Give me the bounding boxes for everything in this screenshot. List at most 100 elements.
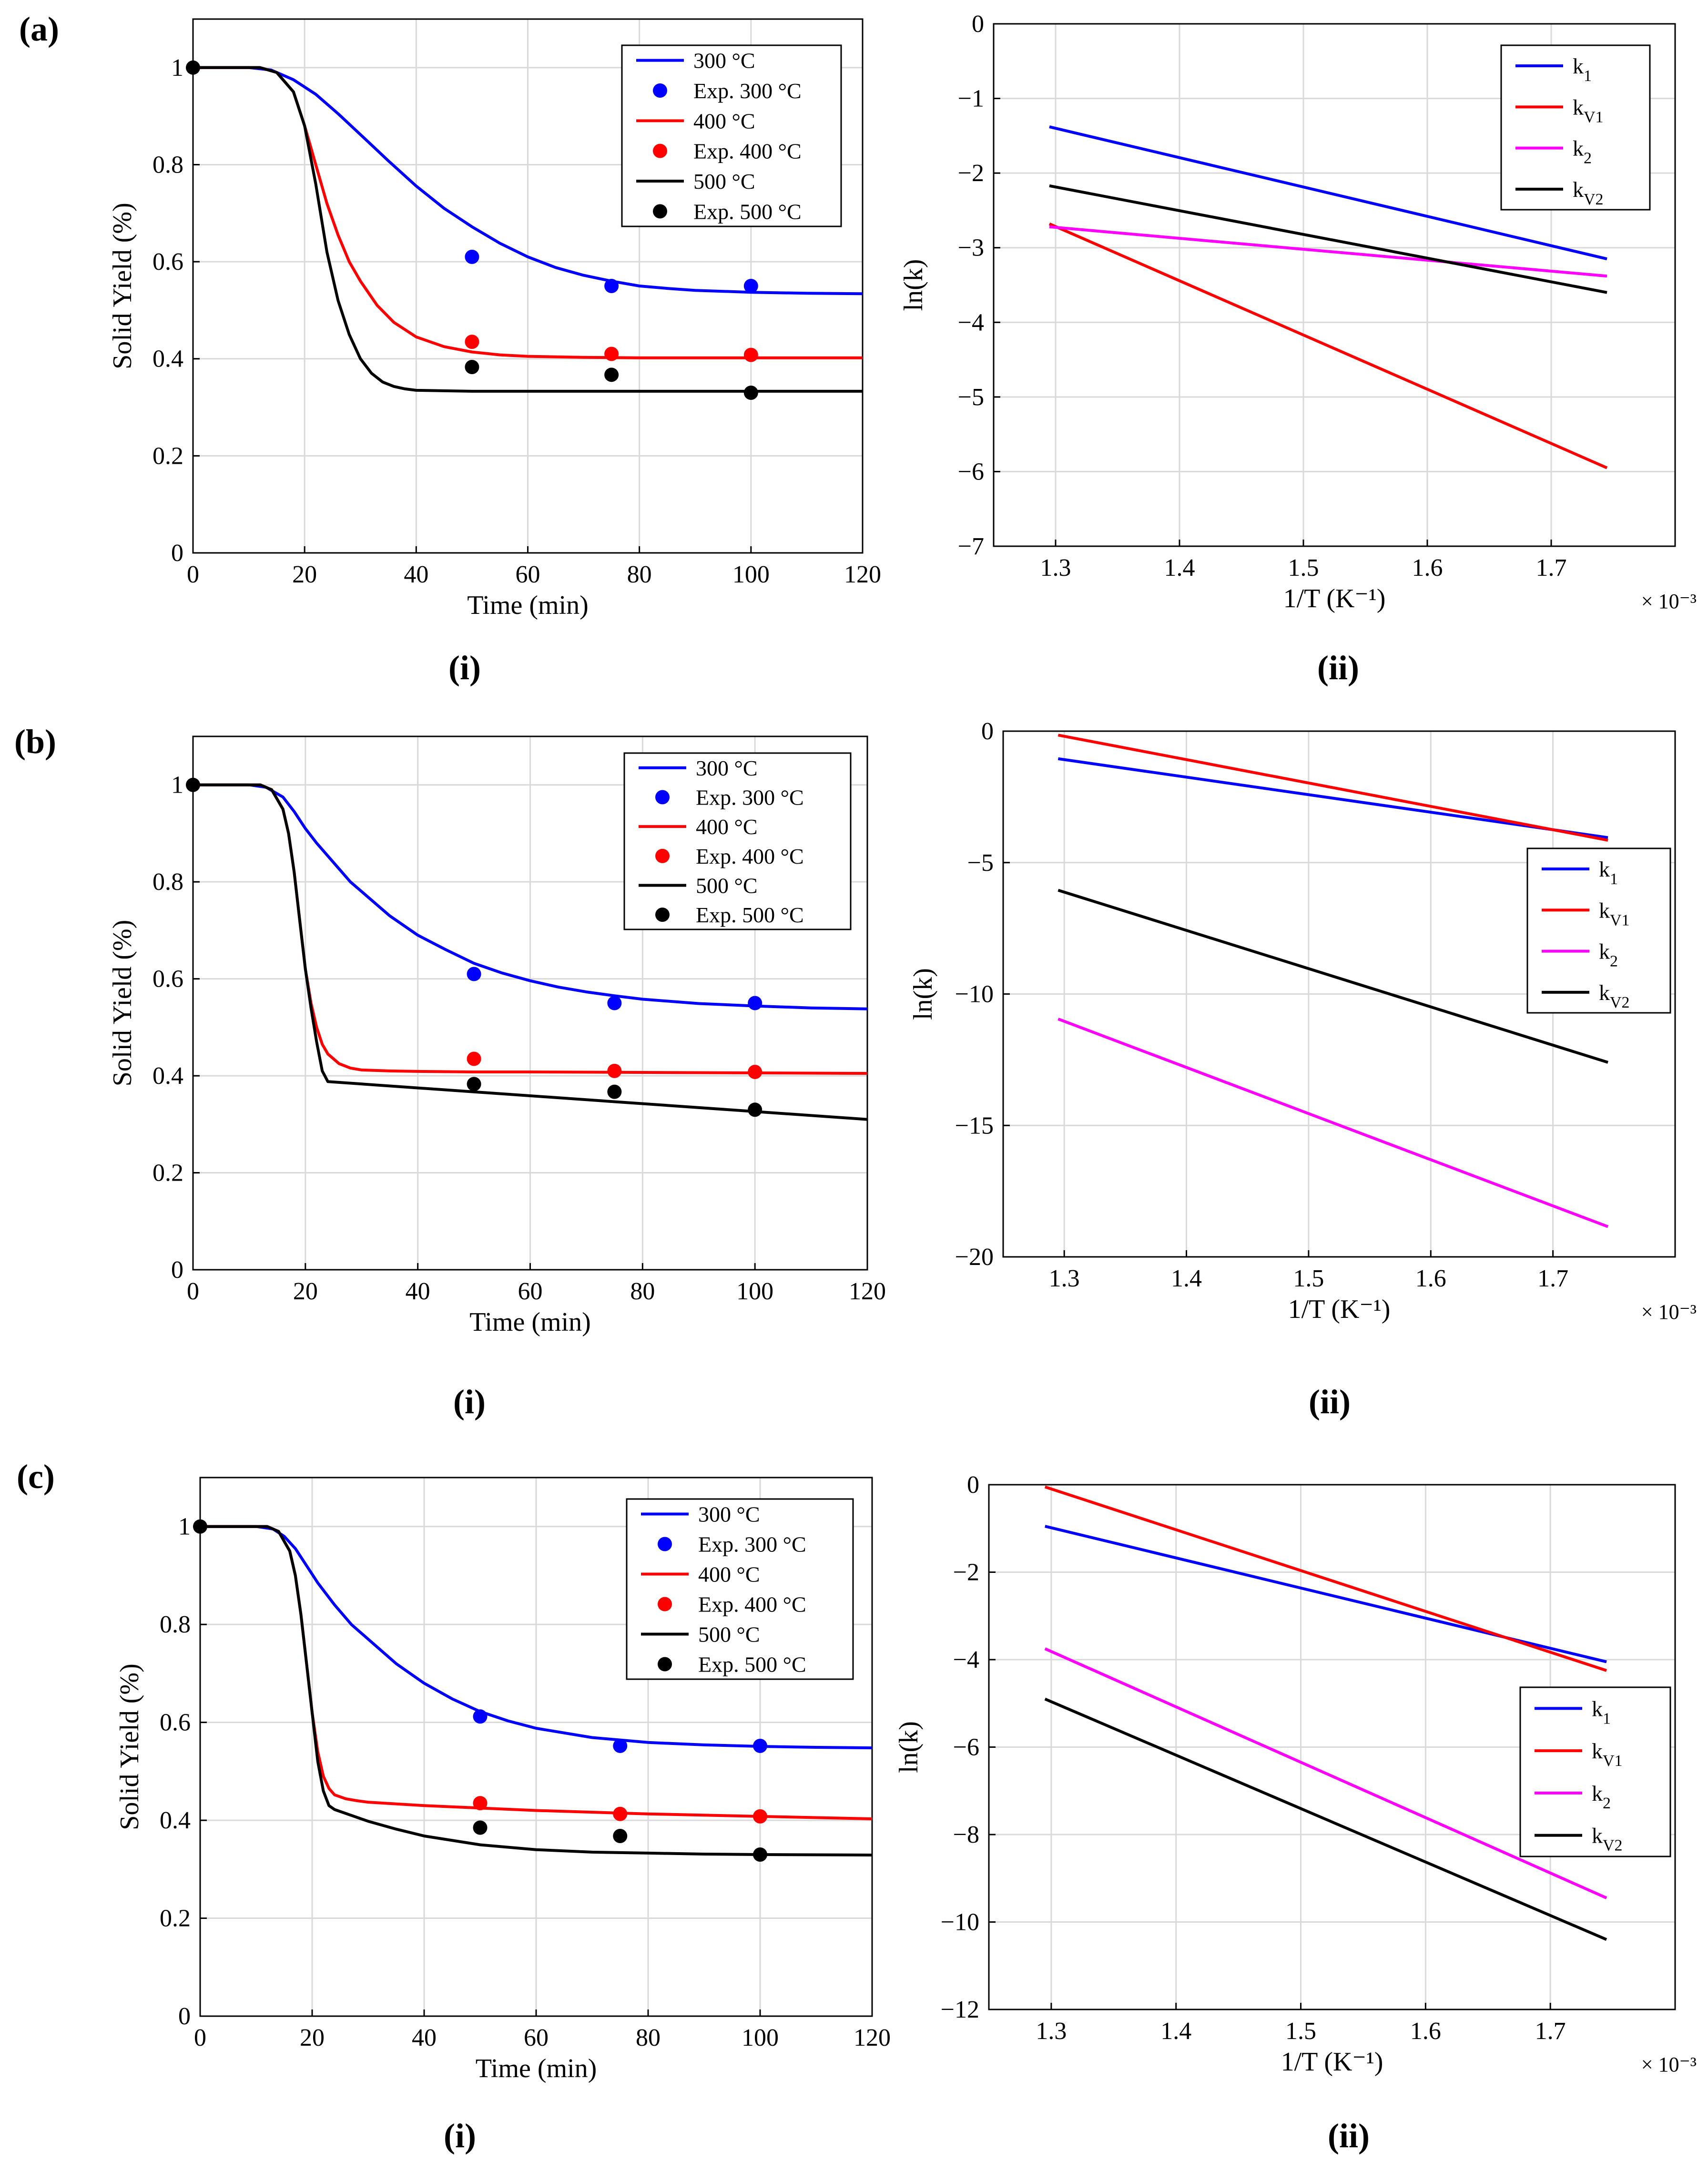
data-point <box>748 1102 762 1117</box>
x-tick-label: 60 <box>516 561 540 588</box>
x-tick-label: 40 <box>412 2024 437 2051</box>
chart-a-ii: 1.3 1.4 1.5 1.6 1.7 0 −1 −2 −3 −4 −5 −6 −7 1/T (K⁻¹) l… <box>899 10 1697 687</box>
x-tick-label: 1.5 <box>1285 2018 1316 2045</box>
series-line <box>1049 125 1607 261</box>
x-tick-label: 40 <box>404 561 428 588</box>
legend-entry: Exp. 300 °C <box>693 79 802 103</box>
x-tick-label: 1.4 <box>1160 2018 1191 2045</box>
y-tick-label: 0.4 <box>160 1807 191 1834</box>
series-line <box>200 1525 873 1856</box>
legend-entry: 400 °C <box>696 815 758 839</box>
legend-entry: Exp. 400 °C <box>698 1592 806 1617</box>
x-multiplier-label: × 10⁻³ <box>1641 1300 1697 1324</box>
x-tick-label: 80 <box>636 2024 661 2051</box>
chart-b-i: 0 20 40 60 80 100 120 0 0.2 0.4 0.6 0.8 1 Time (min) S… <box>108 735 886 1421</box>
legend-entry-subscript: 2 <box>1584 150 1592 167</box>
series-line <box>1044 1647 1607 1899</box>
data-point <box>473 1796 488 1811</box>
y-tick-label: 0 <box>972 10 984 38</box>
y-tick-label: 0.6 <box>152 966 183 993</box>
y-tick-label: −7 <box>958 533 984 560</box>
y-axis-label: Solid Yield (%) <box>108 920 137 1086</box>
data-point <box>473 1820 488 1835</box>
data-point <box>604 347 619 361</box>
legend-swatch-point <box>655 848 670 863</box>
series-line <box>1049 225 1607 278</box>
x-tick-label: 1.3 <box>1036 2018 1067 2045</box>
legend-entry-subscript: 2 <box>1610 953 1618 970</box>
y-tick-label: −5 <box>967 849 994 877</box>
data-point <box>186 60 200 75</box>
legend-entry: 500 °C <box>693 169 755 194</box>
x-tick-label: 1.5 <box>1293 1265 1324 1292</box>
legend-entry-subscript: 1 <box>1584 67 1592 85</box>
y-tick-label: −2 <box>953 1559 979 1586</box>
data-point <box>743 279 758 293</box>
y-tick-label: −15 <box>955 1112 994 1139</box>
data-point <box>607 1084 622 1099</box>
series-line <box>1057 734 1608 842</box>
y-tick-label: 0.4 <box>152 1062 183 1090</box>
legend-swatch-point <box>655 908 670 922</box>
x-axis-label: 1/T (K⁻¹) <box>1288 1295 1391 1324</box>
legend-swatch-point <box>653 83 667 98</box>
chart-b-ii: 1.3 1.4 1.5 1.6 1.7 0 −5 −10 −15 −20 1/T (K⁻¹) ln(k… <box>908 718 1697 1421</box>
legend-entry-subscript: 1 <box>1603 1710 1611 1727</box>
series-line <box>193 783 868 1121</box>
x-tick-label: 100 <box>732 561 770 588</box>
series-line <box>193 783 868 1010</box>
x-tick-label: 1.7 <box>1535 2018 1566 2045</box>
series-line <box>1057 1018 1609 1228</box>
series-line <box>200 1525 873 1750</box>
legend-box <box>621 44 842 227</box>
y-tick-label: −10 <box>941 1909 979 1936</box>
data-point <box>193 1519 207 1534</box>
sub-label: (i) <box>444 2117 476 2155</box>
x-axis-label: Time (min) <box>469 1307 591 1337</box>
y-tick-label: 0.8 <box>152 868 183 896</box>
panel-labels: (a) (b) (c) <box>14 10 59 1496</box>
x-tick-label: 0 <box>187 1278 199 1305</box>
legend-entry: Exp. 500 °C <box>698 1652 806 1677</box>
legend-entry: Exp. 300 °C <box>698 1532 806 1557</box>
legend-entry-subscript: 1 <box>1610 870 1618 888</box>
legend-entry: 300 °C <box>693 49 755 73</box>
x-tick-label: 0 <box>187 561 199 588</box>
x-tick-label: 40 <box>406 1278 430 1305</box>
legend-entry: k1 <box>1592 1696 1611 1727</box>
legend-entry: Exp. 300 °C <box>696 785 804 810</box>
legend-entry-subscript: V1 <box>1584 108 1604 126</box>
x-tick-label: 1.6 <box>1412 554 1443 581</box>
x-multiplier-label: × 10⁻³ <box>1641 2053 1697 2076</box>
axes-frame <box>993 23 1676 547</box>
legend-entry-subscript: V1 <box>1610 911 1630 929</box>
data-point <box>743 386 758 400</box>
data-point <box>467 967 481 981</box>
legend-swatch-point <box>658 1537 672 1551</box>
data-point <box>473 1709 488 1724</box>
y-tick-label: 1 <box>171 54 183 82</box>
series-line <box>1048 222 1608 469</box>
data-point <box>465 360 479 375</box>
data-point <box>604 367 619 382</box>
series-line <box>1044 1697 1607 1941</box>
x-tick-label: 20 <box>300 2024 325 2051</box>
data-point <box>613 1738 628 1753</box>
legend-swatch-point <box>658 1657 672 1672</box>
y-tick-label: 0.2 <box>152 1160 183 1187</box>
data-point <box>743 347 758 362</box>
legend: 300 °C Exp. 300 °C 400 °C Exp. 400 °C 500 °C… <box>623 752 852 930</box>
legend-swatch-point <box>655 790 670 805</box>
y-tick-label: 0.2 <box>160 1905 191 1932</box>
x-tick-label: 1.3 <box>1049 1265 1080 1292</box>
series-line <box>1057 757 1608 839</box>
y-tick-label: 0 <box>967 1471 979 1499</box>
legend-entry: Exp. 400 °C <box>696 844 804 868</box>
y-tick-label: 0 <box>171 1256 183 1284</box>
y-tick-label: 0 <box>981 718 994 745</box>
data-point <box>467 1077 481 1091</box>
x-tick-label: 1.5 <box>1288 554 1319 581</box>
